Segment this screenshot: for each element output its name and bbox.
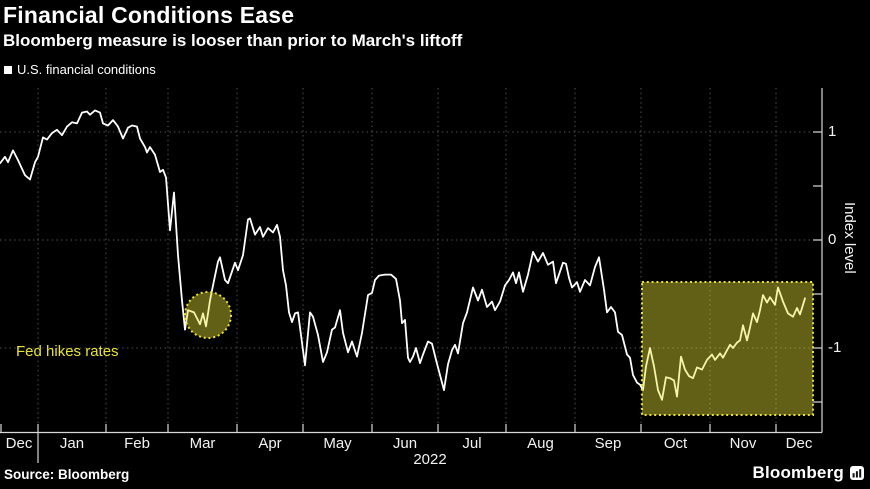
x-axis-month-label: Apr (258, 435, 282, 452)
series-line (0, 109, 806, 401)
source-note: Source: Bloomberg (4, 467, 130, 482)
event-circle-annotation (184, 291, 232, 339)
x-axis-month-label: Sep (594, 435, 622, 452)
x-axis-year-label: 2022 (413, 451, 447, 468)
legend-swatch-icon (4, 65, 12, 74)
x-axis-month-label: Feb (124, 435, 150, 452)
legend: U.S. financial conditions (4, 62, 156, 77)
x-axis-month-label: Jan (59, 435, 85, 452)
x-axis-month-label: Mar (189, 435, 216, 452)
x-axis-month-label: Nov (729, 435, 757, 452)
bloomberg-logo-text: Bloomberg (752, 463, 844, 482)
x-axis-month-label: Dec (5, 435, 33, 452)
page-title: Financial Conditions Ease (3, 2, 295, 28)
y-axis-tick-label: -1 (828, 339, 842, 356)
y-axis-title: Index level (841, 202, 858, 274)
page-subtitle: Bloomberg measure is looser than prior t… (3, 31, 463, 50)
highlight-box-annotation (641, 281, 814, 416)
x-axis-month-label: Aug (527, 435, 554, 452)
bloomberg-terminal-icon (850, 466, 864, 480)
x-axis-month-label: Jul (462, 435, 482, 452)
x-axis-month-label: Jun (392, 435, 418, 452)
x-axis-month-label: Dec (785, 435, 813, 452)
bloomberg-logo: Bloomberg (752, 463, 864, 483)
x-axis-month-label: May (323, 435, 352, 452)
y-axis-tick-label: 1 (828, 123, 837, 140)
y-axis-tick-label: 0 (828, 231, 837, 248)
x-axis-month-label: Oct (663, 435, 688, 452)
legend-label: U.S. financial conditions (17, 62, 156, 77)
annotation-fed-hikes-label: Fed hikes rates (16, 343, 119, 360)
